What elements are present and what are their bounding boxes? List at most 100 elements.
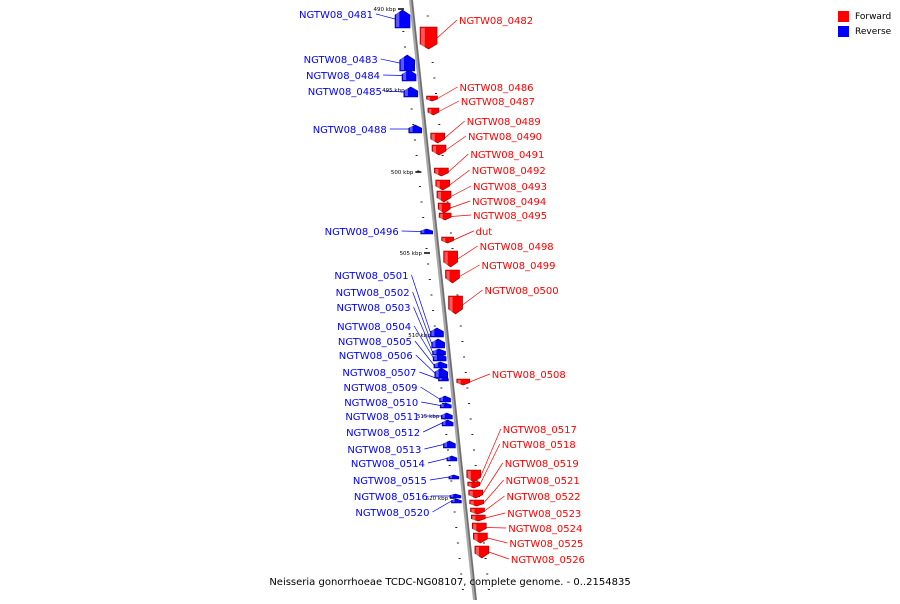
gene-ngtw08-0485[interactable]	[403, 86, 419, 98]
gene-highlight	[431, 329, 435, 336]
gene-ngtw08-0517[interactable]	[466, 469, 482, 483]
gene-ngtw08-0482[interactable]	[419, 26, 438, 50]
gene-ngtw08-0509[interactable]	[439, 395, 451, 403]
gene-ngtw08-0486[interactable]	[426, 95, 438, 102]
gene-dut[interactable]	[441, 236, 454, 244]
gene-ngtw08-0491[interactable]	[434, 167, 449, 177]
gene-label: NGTW08_0502	[336, 288, 410, 299]
gene-arrow	[446, 455, 458, 462]
gene-highlight	[409, 126, 413, 132]
leader-line	[436, 19, 458, 39]
gene-ngtw08-0518[interactable]	[467, 481, 481, 489]
gene-highlight	[468, 483, 472, 487]
gene-highlight	[433, 350, 437, 354]
gene-ngtw08-0484[interactable]	[401, 69, 417, 82]
gene-arrow	[471, 522, 487, 533]
leader-line	[486, 527, 507, 529]
gene-highlight	[421, 230, 425, 233]
gene-arrow	[432, 353, 447, 362]
gene-ngtw08-0496[interactable]	[420, 228, 433, 235]
gene-highlight	[443, 421, 446, 425]
gene-label: NGTW08_0514	[351, 459, 425, 470]
gene-ngtw08-0521[interactable]	[469, 499, 484, 507]
gene-label: NGTW08_0522	[507, 492, 581, 503]
gene-highlight	[452, 500, 455, 502]
gene-highlight	[435, 169, 439, 175]
gene-label: NGTW08_0504	[337, 322, 411, 333]
leader-line	[488, 551, 509, 560]
gene-ngtw08-0483[interactable]	[399, 54, 416, 72]
gene-ngtw08-0511[interactable]	[441, 412, 453, 420]
gene-arrow	[436, 190, 452, 203]
gene-ngtw08-0489[interactable]	[430, 132, 446, 144]
leader-line	[384, 90, 404, 93]
gene-highlight	[432, 340, 436, 347]
gene-label: NGTW08_0492	[472, 166, 546, 177]
leader-line	[450, 185, 472, 197]
leader-line	[479, 443, 501, 486]
gene-ngtw08-0504[interactable]	[432, 353, 447, 362]
gene-ngtw08-0512[interactable]	[441, 419, 454, 427]
gene-ngtw08-0520[interactable]	[451, 498, 462, 504]
gene-label: NGTW08_0494	[472, 197, 546, 208]
gene-ngtw08-0501[interactable]	[430, 327, 444, 338]
gene-label: dut	[476, 227, 493, 238]
gene-ngtw08-0492[interactable]	[435, 179, 451, 191]
gene-ngtw08-0505[interactable]	[433, 361, 448, 369]
gene-label: NGTW08_0520	[355, 508, 429, 519]
gene-arrow	[408, 124, 423, 134]
gene-ngtw08-0525[interactable]	[473, 532, 488, 544]
gene-ngtw08-0498[interactable]	[443, 250, 458, 268]
gene-highlight	[440, 397, 443, 401]
gene-ngtw08-0495[interactable]	[438, 212, 452, 221]
leader-line	[462, 289, 483, 306]
gene-ngtw08-0499[interactable]	[445, 269, 460, 284]
leader-line	[421, 401, 441, 406]
gene-arrow	[427, 107, 440, 116]
gene-ngtw08-0493[interactable]	[436, 190, 452, 203]
gene-ngtw08-0514[interactable]	[446, 455, 458, 462]
gene-label: NGTW08_0488	[313, 125, 387, 136]
gene-highlight	[447, 457, 451, 460]
forward-swatch	[838, 11, 849, 22]
gene-label: NGTW08_0489	[467, 117, 541, 128]
leader-line	[424, 444, 444, 450]
gene-ngtw08-0522[interactable]	[470, 507, 485, 515]
gene-highlight	[435, 369, 439, 377]
gene-highlight	[427, 97, 430, 100]
gene-label: NGTW08_0521	[506, 476, 580, 487]
gene-label: NGTW08_0501	[334, 271, 408, 282]
gene-ngtw08-0526[interactable]	[474, 545, 490, 559]
gene-label: NGTW08_0517	[503, 425, 577, 436]
gene-highlight	[444, 252, 448, 266]
leader-line	[413, 306, 433, 353]
gene-ngtw08-0513[interactable]	[443, 440, 456, 449]
gene-ngtw08-0524[interactable]	[471, 522, 487, 533]
gene-ngtw08-0519[interactable]	[468, 489, 483, 499]
gene-ngtw08-0488[interactable]	[408, 124, 423, 134]
gene-arrow	[439, 402, 452, 409]
gene-ngtw08-0506[interactable]	[434, 367, 449, 379]
gene-ngtw08-0507[interactable]	[438, 376, 449, 382]
gene-label: NGTW08_0518	[502, 440, 576, 451]
gene-highlight	[421, 28, 425, 48]
gene-highlight	[403, 71, 407, 80]
gene-ngtw08-0508[interactable]	[456, 378, 471, 386]
gene-ngtw08-0487[interactable]	[427, 107, 440, 116]
gene-label: NGTW08_0513	[347, 445, 421, 456]
gene-ngtw08-0515[interactable]	[448, 474, 460, 480]
gene-ngtw08-0500[interactable]	[448, 295, 463, 315]
gene-ngtw08-0523[interactable]	[470, 514, 486, 522]
gene-ngtw08-0481[interactable]	[394, 9, 411, 29]
gene-highlight	[449, 297, 453, 313]
gene-ngtw08-0516[interactable]	[449, 493, 462, 499]
gene-arrow	[473, 532, 488, 544]
gene-ngtw08-0510[interactable]	[439, 402, 452, 409]
gene-ngtw08-0490[interactable]	[431, 144, 447, 156]
gene-ngtw08-0502[interactable]	[431, 338, 445, 349]
gene-ngtw08-0494[interactable]	[437, 202, 451, 214]
leader-line	[459, 264, 480, 277]
gene-highlight	[475, 547, 479, 557]
gene-label: NGTW08_0491	[470, 150, 544, 161]
